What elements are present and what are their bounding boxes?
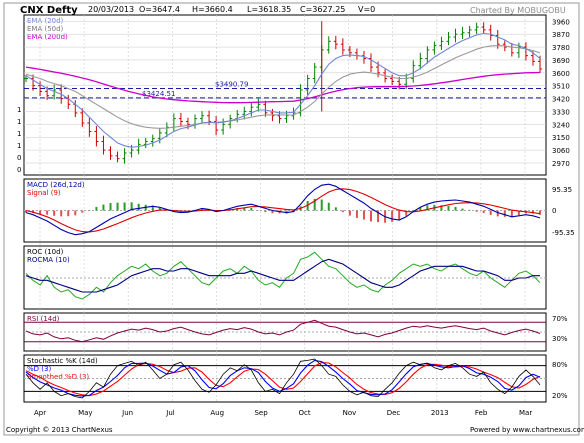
- price-tick-label: 3600: [552, 70, 570, 78]
- stoch-tick-80: 80%: [552, 361, 568, 369]
- legend-macd: MACD (26d,12d): [27, 181, 85, 189]
- copyright: Copyright © 2013 ChartNexus: [6, 426, 113, 434]
- rsi-tick-70: 70%: [552, 315, 568, 323]
- legend-ema200: EMA (200d): [27, 33, 68, 41]
- price-tick-label: 3870: [552, 31, 570, 39]
- left-axis-label: 0: [17, 154, 21, 162]
- price-tick-label: 3060: [552, 147, 570, 155]
- legend-stochastic-d: %D (3): [27, 365, 51, 373]
- x-tick-label: Aug: [210, 409, 224, 417]
- legend-ema50: EMA (50d): [27, 25, 64, 33]
- chart-marks: Apr May Jun Jul Aug Sep Oct Nov Dec 2013 Feb Mar 396…: [17, 15, 570, 417]
- price-tick-label: 3150: [552, 134, 570, 142]
- legend-signal: Signal (9): [27, 189, 61, 197]
- left-axis-label: 1: [17, 118, 21, 126]
- left-axis-label: 1: [17, 130, 21, 138]
- x-tick-label: Oct: [299, 409, 311, 417]
- header-close: C=3627.25: [300, 5, 345, 14]
- x-tick-label: Nov: [343, 409, 357, 417]
- header-volume: V=0: [358, 5, 375, 14]
- legend-ema20: EMA (20d): [27, 17, 64, 25]
- x-tick-label: Mar: [519, 409, 532, 417]
- symbol-title: CNX Defty: [20, 5, 78, 16]
- rsi-line: [25, 319, 541, 343]
- x-tick-label: Apr: [34, 409, 46, 417]
- chart-frame: [3, 2, 580, 436]
- legend-stochastic-smoothed: Smoothed %D (3): [27, 373, 89, 381]
- x-tick-label: Feb: [475, 409, 488, 417]
- macd-tick-upper: 95.35: [552, 186, 572, 194]
- price-tick-label: 2970: [552, 160, 570, 168]
- header-open: O=3647.4: [139, 5, 180, 14]
- price-tick-label: 3690: [552, 57, 570, 65]
- roc-line: [25, 251, 541, 300]
- price-tick-label: 3330: [552, 108, 570, 116]
- x-tick-label: Dec: [387, 409, 401, 417]
- support-line-label: $3424.51: [142, 90, 175, 98]
- x-tick-label: May: [78, 409, 92, 417]
- signal-line: [25, 188, 541, 233]
- macd-tick-lower: -95.35: [552, 229, 575, 237]
- stoch-k-line: [25, 358, 541, 399]
- price-tick-label: 3510: [552, 83, 570, 91]
- x-tick-label: Jul: [165, 409, 175, 417]
- price-tick-label: 3960: [552, 18, 570, 26]
- rsi-tick-30: 30%: [552, 335, 568, 343]
- left-axis-label: 0: [17, 166, 21, 174]
- legend-rsi: RSI (14d): [27, 315, 60, 323]
- legend-stochastic-k: Stochastic %K (14d): [27, 357, 98, 365]
- support-line-label: $3490.79: [215, 80, 248, 88]
- price-tick-label: 3780: [552, 44, 570, 52]
- x-tick-label: Sep: [254, 409, 268, 417]
- price-tick-label: 3420: [552, 96, 570, 104]
- ema200-line: [25, 66, 541, 104]
- price-tick-label: 3240: [552, 121, 570, 129]
- header-date: 20/03/2013: [88, 5, 134, 14]
- x-tick-label: 2013: [431, 409, 449, 417]
- left-axis-label: 1: [17, 106, 21, 114]
- stoch-tick-20: 20%: [552, 392, 568, 400]
- left-axis-label: 1: [17, 142, 21, 150]
- ema50-line: [25, 45, 541, 129]
- price-panel: [23, 14, 547, 176]
- powered-by: Powered by www.chartnexus.com: [470, 426, 584, 434]
- macd-tick-zero: 0: [552, 207, 556, 215]
- x-tick-label: Jun: [121, 409, 133, 417]
- legend-rocma: ROCMA (10): [27, 256, 70, 264]
- header-low: L=3618.35: [247, 5, 291, 14]
- header-high: H=3660.4: [192, 5, 233, 14]
- stoch-d-line: [25, 359, 541, 397]
- charted-by: Charted By MOBUGOBU: [470, 6, 566, 15]
- ema20-line: [25, 32, 541, 148]
- rocma-line: [25, 258, 540, 293]
- macd-line: [25, 183, 541, 236]
- legend-roc: ROC (10d): [27, 248, 64, 256]
